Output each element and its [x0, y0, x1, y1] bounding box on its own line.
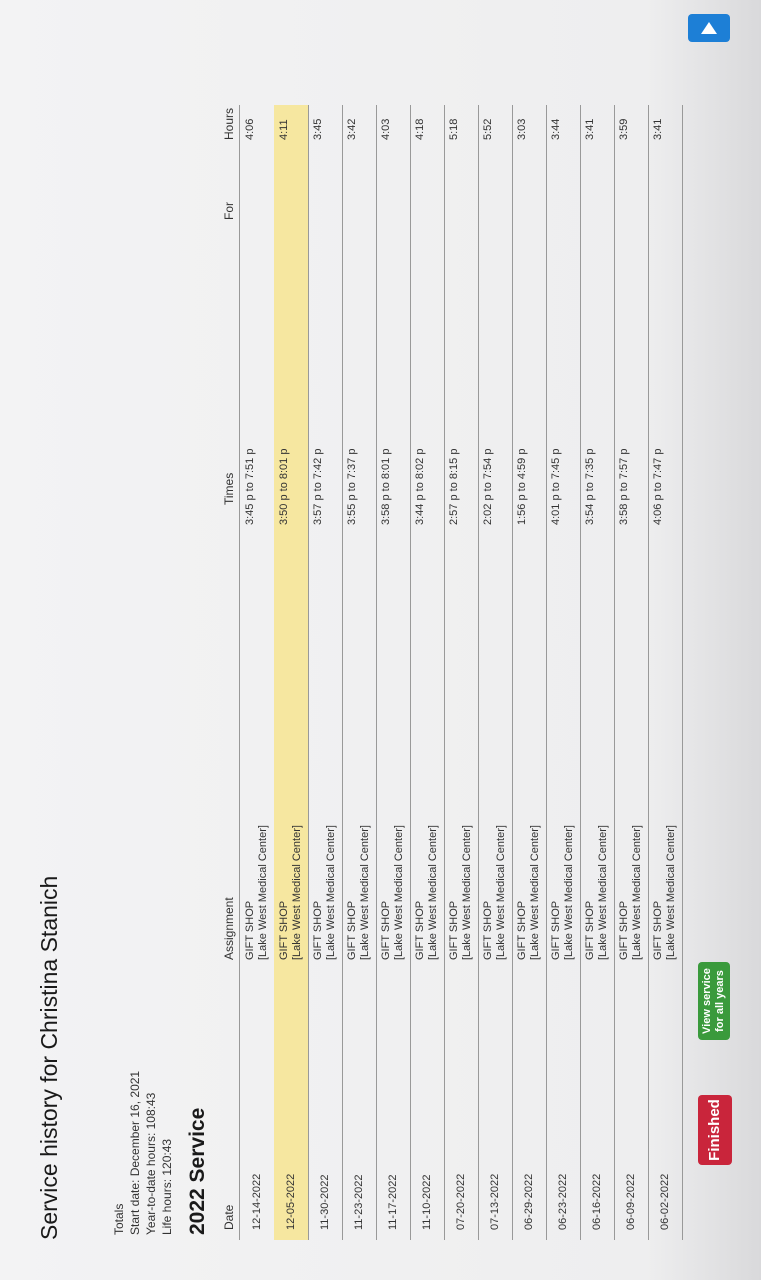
assignment-cell: GIFT SHOP [618, 900, 630, 960]
date-cell: 06-23-2022 [557, 1173, 569, 1230]
all-years-button[interactable]: View service for all years [698, 962, 730, 1040]
hours-cell: 3:41 [652, 118, 664, 140]
times-cell: 3:54 p to 7:35 p [584, 448, 596, 525]
ytd-hours: Year-to-date hours: 108:43 [144, 1092, 158, 1235]
row-line [410, 105, 411, 1240]
assignment-cell: GIFT SHOP [312, 900, 324, 960]
assignment-cell: GIFT SHOP [414, 900, 426, 960]
location-cell: [Lake West Medical Center] [495, 825, 507, 960]
row-highlight [274, 105, 308, 1240]
date-cell: 06-09-2022 [625, 1173, 637, 1230]
scroll-arrow[interactable] [688, 14, 730, 42]
location-cell: [Lake West Medical Center] [291, 825, 303, 960]
times-cell: 3:50 p to 8:01 p [278, 448, 290, 525]
times-cell: 3:57 p to 7:42 p [312, 448, 324, 525]
location-cell: [Lake West Medical Center] [563, 825, 575, 960]
life-hours: Life hours: 120:43 [160, 1138, 174, 1235]
row-line [342, 105, 343, 1240]
date-cell: 07-13-2022 [489, 1173, 501, 1230]
arrow-icon [701, 22, 717, 34]
date-cell: 11-10-2022 [421, 1174, 433, 1230]
location-cell: [Lake West Medical Center] [631, 825, 643, 960]
location-cell: [Lake West Medical Center] [427, 825, 439, 960]
assignment-cell: GIFT SHOP [346, 900, 358, 960]
row-line [512, 105, 513, 1240]
hours-header: Hours [222, 107, 236, 140]
row-line [546, 105, 547, 1240]
location-cell: [Lake West Medical Center] [325, 825, 337, 960]
times-cell: 3:45 p to 7:51 p [244, 448, 256, 525]
totals-heading: Totals [112, 1203, 126, 1235]
row-line [376, 105, 377, 1240]
row-line [308, 105, 309, 1240]
hours-cell: 5:18 [448, 118, 460, 140]
row-line [648, 105, 649, 1240]
assignment-cell: GIFT SHOP [550, 900, 562, 960]
hours-cell: 4:11 [278, 119, 290, 140]
date-cell: 11-23-2022 [353, 1174, 365, 1230]
assignment-cell: GIFT SHOP [448, 900, 460, 960]
date-header: Date [222, 1204, 236, 1230]
times-cell: 3:58 p to 8:01 p [380, 448, 392, 525]
section-title: 2022 Service [186, 1107, 209, 1235]
row-line [580, 105, 581, 1240]
assignment-cell: GIFT SHOP [652, 900, 664, 960]
hours-cell: 3:45 [312, 118, 324, 140]
location-cell: [Lake West Medical Center] [393, 825, 405, 960]
row-line [614, 105, 615, 1240]
hours-cell: 3:44 [550, 118, 562, 140]
row-line [444, 105, 445, 1240]
location-cell: [Lake West Medical Center] [529, 825, 541, 960]
location-cell: [Lake West Medical Center] [461, 825, 473, 960]
times-cell: 3:44 p to 8:02 p [414, 448, 426, 525]
assignment-cell: GIFT SHOP [278, 900, 290, 960]
hours-cell: 4:18 [414, 118, 426, 140]
date-cell: 06-16-2022 [591, 1173, 603, 1230]
row-line [682, 105, 683, 1240]
date-cell: 11-17-2022 [387, 1174, 399, 1230]
hours-cell: 3:42 [346, 118, 358, 140]
hours-cell: 5:52 [482, 118, 494, 140]
header-line [239, 105, 240, 1240]
assignment-cell: GIFT SHOP [482, 900, 494, 960]
hours-cell: 4:03 [380, 118, 392, 140]
location-cell: [Lake West Medical Center] [597, 825, 609, 960]
date-cell: 07-20-2022 [455, 1173, 467, 1230]
date-cell: 12-05-2022 [285, 1173, 297, 1230]
date-cell: 12-14-2022 [251, 1173, 263, 1230]
date-cell: 11-30-2022 [319, 1174, 331, 1230]
assignment-cell: GIFT SHOP [516, 900, 528, 960]
finished-button[interactable]: Finished [698, 1095, 732, 1165]
assignment-cell: GIFT SHOP [584, 900, 596, 960]
hours-cell: 3:41 [584, 118, 596, 140]
times-cell: 3:58 p to 7:57 p [618, 448, 630, 525]
hours-cell: 3:59 [618, 118, 630, 140]
assignment-cell: GIFT SHOP [244, 900, 256, 960]
times-cell: 3:55 p to 7:37 p [346, 448, 358, 525]
assignment-header: Assignment [222, 897, 236, 960]
times-cell: 4:01 p to 7:45 p [550, 448, 562, 525]
start-date: Start date: December 16, 2021 [128, 1070, 142, 1235]
hours-cell: 3:03 [516, 118, 528, 140]
for-header: For [222, 202, 236, 220]
hours-cell: 4:06 [244, 118, 256, 140]
date-cell: 06-02-2022 [659, 1173, 671, 1230]
times-cell: 1:56 p to 4:59 p [516, 448, 528, 525]
assignment-cell: GIFT SHOP [380, 900, 392, 960]
location-cell: [Lake West Medical Center] [257, 825, 269, 960]
times-cell: 4:06 p to 7:47 p [652, 448, 664, 525]
location-cell: [Lake West Medical Center] [665, 825, 677, 960]
times-cell: 2:02 p to 7:54 p [482, 448, 494, 525]
page-title: Service history for Christina Stanich [36, 875, 62, 1240]
date-cell: 06-29-2022 [523, 1173, 535, 1230]
times-cell: 2:57 p to 8:15 p [448, 448, 460, 525]
row-line [478, 105, 479, 1240]
location-cell: [Lake West Medical Center] [359, 825, 371, 960]
times-header: Times [222, 472, 236, 505]
